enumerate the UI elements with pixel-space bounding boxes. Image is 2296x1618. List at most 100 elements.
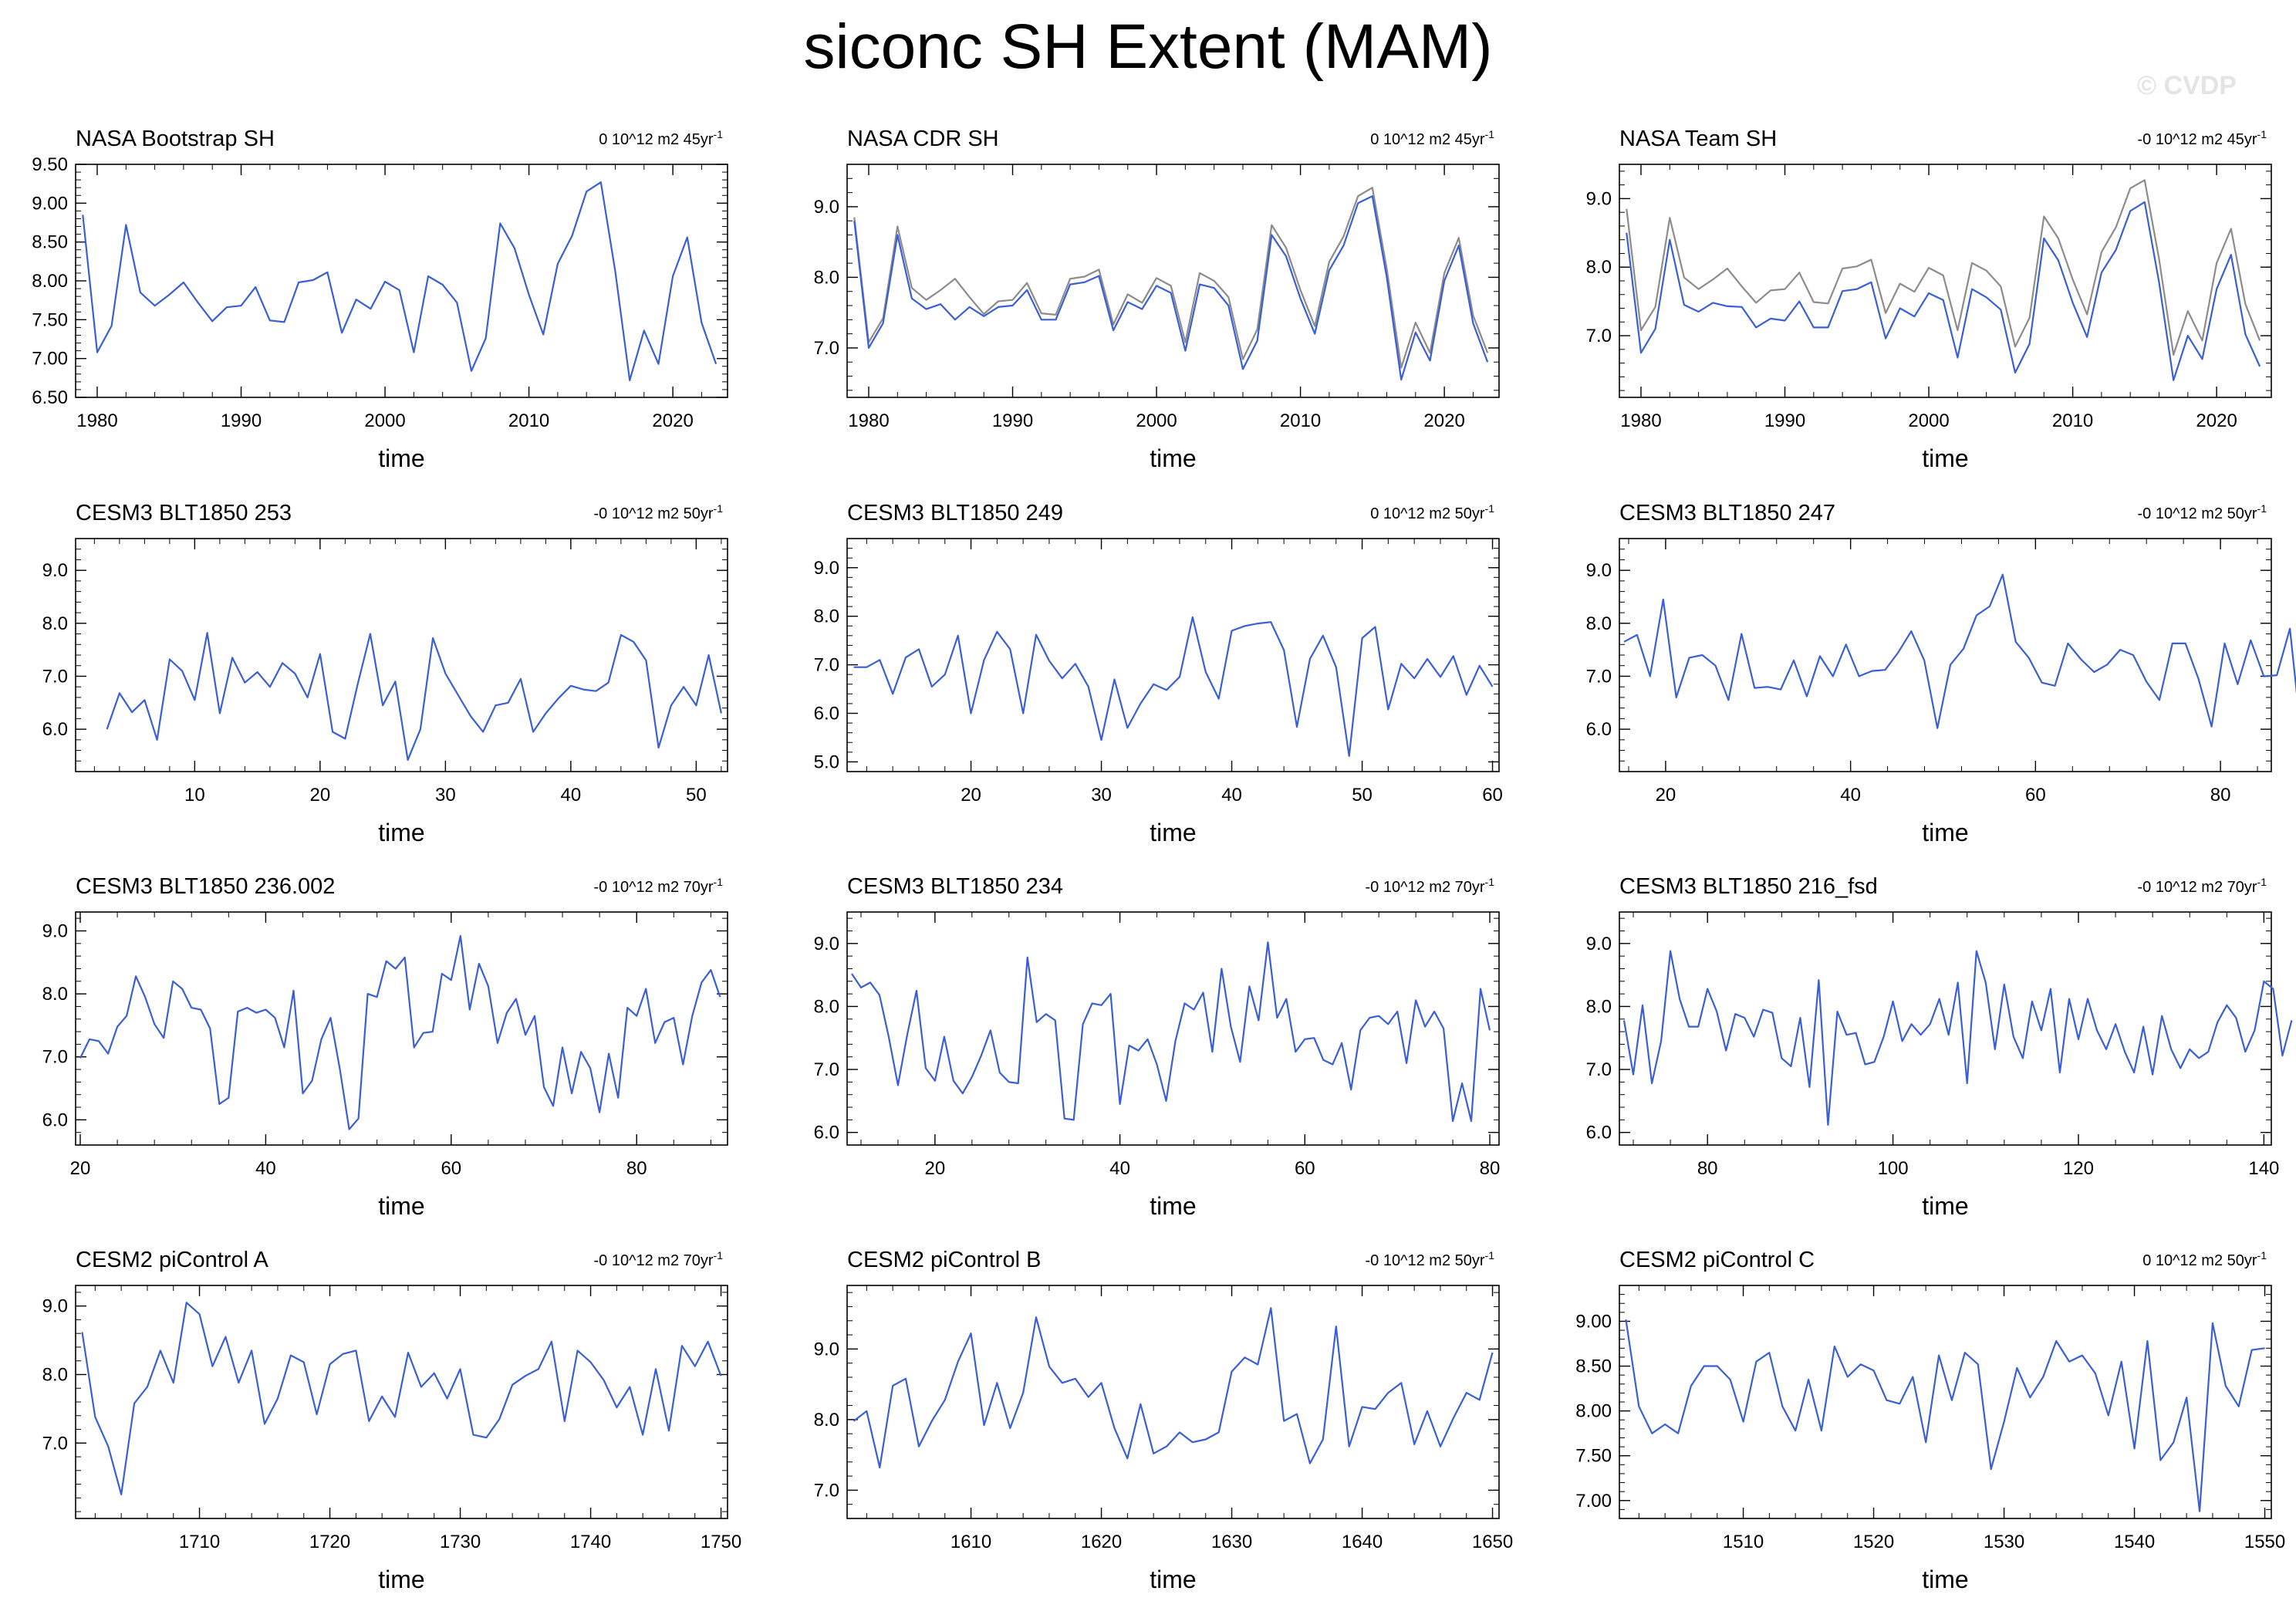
- trend-text: -0 10^12 m2 45yr: [2138, 131, 2257, 148]
- trend-superscript: -1: [2257, 128, 2267, 140]
- y-tick-label: 6.0: [814, 704, 839, 725]
- trend-superscript: -1: [714, 502, 724, 515]
- y-tick-label: 7.0: [1586, 326, 1612, 346]
- trend-text: -0 10^12 m2 70yr: [594, 879, 714, 896]
- y-tick-label: 7.0: [42, 666, 68, 687]
- panel-title: CESM3 BLT1850 236.002: [76, 874, 335, 899]
- trend-label: -0 10^12 m2 70yr-1: [1366, 876, 1495, 896]
- y-tick-label: 7.0: [814, 1480, 839, 1501]
- x-axis-label: time: [1150, 444, 1196, 472]
- chart-panel: CESM3 BLT1850 234 -0 10^12 m2 70yr-1 6.0 7.…: [814, 874, 1501, 1220]
- trend-text: -0 10^12 m2 50yr: [594, 505, 714, 522]
- trend-text: 0 10^12 m2 50yr: [1370, 505, 1485, 522]
- x-tick-label: 1720: [309, 1532, 350, 1552]
- watermark: © CVDP: [2137, 71, 2237, 100]
- plot-frame: [75, 538, 728, 772]
- series-line: [82, 181, 718, 381]
- x-tick-label: 2010: [2052, 410, 2093, 431]
- trend-label: -0 10^12 m2 50yr-1: [1366, 1249, 1495, 1269]
- trend-text: -0 10^12 m2 70yr: [594, 1252, 714, 1269]
- plot-frame: [846, 911, 1500, 1146]
- panel-title: CESM3 BLT1850 249: [847, 501, 1063, 525]
- plot-frame: [1619, 538, 2272, 772]
- panel-title: CESM2 piControl A: [76, 1248, 268, 1272]
- panel-title: CESM3 BLT1850 216_fsd: [1619, 874, 1878, 899]
- x-tick-label: 1980: [1620, 410, 1661, 431]
- plot-frame: [846, 164, 1500, 398]
- y-tick-label: 8.0: [1586, 613, 1612, 634]
- y-tick-label: 8.0: [814, 996, 839, 1017]
- trend-label: 0 10^12 m2 50yr-1: [1370, 502, 1494, 522]
- x-tick-label: 1650: [1472, 1532, 1513, 1552]
- y-tick-label: 6.0: [1586, 1123, 1612, 1143]
- plot-frame: [1619, 1285, 2272, 1519]
- chart-panel: CESM3 BLT1850 236.002 -0 10^12 m2 70yr-1 6…: [42, 874, 728, 1220]
- x-tick-label: 1740: [570, 1532, 611, 1552]
- chart-panel: NASA Team SH -0 10^12 m2 45yr-1 7.0 8.0 9.0 1…: [1586, 127, 2272, 472]
- x-tick-label: 2010: [1280, 410, 1321, 431]
- y-tick-label: 9.0: [42, 920, 68, 941]
- x-tick-label: 60: [2025, 785, 2046, 806]
- x-tick-label: 2020: [652, 410, 693, 431]
- x-tick-label: 80: [1480, 1158, 1501, 1179]
- x-axis-label: time: [1922, 1192, 1968, 1220]
- trend-label: -0 10^12 m2 45yr-1: [2138, 128, 2267, 148]
- plot-frame: [1619, 911, 2272, 1146]
- y-tick-label: 8.0: [42, 613, 68, 634]
- x-tick-label: 40: [1221, 785, 1242, 806]
- trend-label: 0 10^12 m2 45yr-1: [1370, 128, 1494, 148]
- x-tick-label: 1520: [1853, 1532, 1894, 1552]
- y-tick-label: 9.0: [814, 1339, 839, 1360]
- series-line: [1622, 950, 2293, 1127]
- y-tick-label: 6.50: [32, 387, 68, 408]
- series-line: [851, 941, 1491, 1123]
- x-tick-label: 1640: [1342, 1532, 1383, 1552]
- series-line: [106, 632, 722, 762]
- series-line: [1623, 573, 2296, 729]
- y-tick-label: 7.0: [1586, 666, 1612, 687]
- trend-label: -0 10^12 m2 50yr-1: [594, 502, 724, 522]
- trend-superscript: -1: [1485, 876, 1495, 888]
- trend-text: 0 10^12 m2 50yr: [2142, 1252, 2257, 1269]
- x-tick-label: 2010: [508, 410, 549, 431]
- x-tick-label: 2020: [2196, 410, 2237, 431]
- series-line: [1626, 201, 2261, 381]
- x-tick-label: 30: [435, 785, 456, 806]
- panel-title: CESM2 piControl B: [847, 1248, 1041, 1272]
- y-tick-label: 8.0: [814, 1410, 839, 1431]
- x-axis-label: time: [1150, 1192, 1196, 1220]
- x-axis-label: time: [1150, 1566, 1196, 1593]
- y-tick-label: 7.0: [42, 1433, 68, 1454]
- panel-title: NASA CDR SH: [847, 127, 999, 151]
- x-tick-label: 80: [1697, 1158, 1718, 1179]
- plot-frame: [75, 164, 728, 398]
- y-tick-label: 8.0: [1586, 257, 1612, 278]
- y-tick-label: 6.0: [42, 1110, 68, 1130]
- x-tick-label: 100: [1878, 1158, 1909, 1179]
- y-tick-label: 9.0: [814, 558, 839, 579]
- y-tick-label: 9.0: [42, 1296, 68, 1317]
- chart-panel: CESM2 piControl A -0 10^12 m2 70yr-1 7.0 8.…: [42, 1248, 742, 1593]
- x-tick-label: 50: [686, 785, 707, 806]
- x-axis-label: time: [1922, 444, 1968, 472]
- y-tick-label: 9.0: [814, 934, 839, 954]
- y-tick-label: 5.0: [814, 752, 839, 772]
- x-tick-label: 10: [184, 785, 205, 806]
- y-tick-label: 7.0: [42, 1047, 68, 1068]
- x-tick-label: 20: [1656, 785, 1676, 806]
- x-tick-label: 40: [561, 785, 582, 806]
- y-tick-label: 8.50: [32, 232, 68, 253]
- series-line: [81, 1302, 722, 1496]
- trend-text: -0 10^12 m2 70yr: [2138, 879, 2257, 896]
- x-tick-label: 2000: [364, 410, 405, 431]
- panel-title: CESM3 BLT1850 234: [847, 874, 1063, 899]
- chart-panel: CESM3 BLT1850 216_fsd -0 10^12 m2 70yr-1 6…: [1586, 874, 2293, 1220]
- series-line: [853, 195, 1489, 381]
- y-tick-label: 7.0: [1586, 1059, 1612, 1080]
- x-tick-label: 1730: [440, 1532, 481, 1552]
- y-tick-label: 7.0: [814, 338, 839, 359]
- y-tick-label: 8.0: [814, 606, 839, 627]
- x-tick-label: 1540: [2114, 1532, 2155, 1552]
- trend-label: 0 10^12 m2 45yr-1: [599, 128, 723, 148]
